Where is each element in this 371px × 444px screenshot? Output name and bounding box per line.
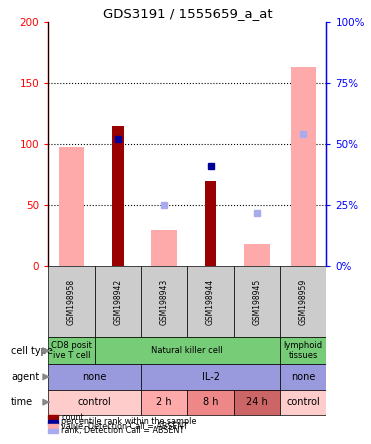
Bar [280, 389, 326, 415]
Bar [151, 230, 177, 266]
Text: 8 h: 8 h [203, 397, 218, 407]
Bar [234, 266, 280, 337]
Bar [48, 424, 58, 428]
Text: GSM198945: GSM198945 [252, 278, 262, 325]
Bar [48, 429, 58, 433]
Title: GDS3191 / 1555659_a_at: GDS3191 / 1555659_a_at [102, 7, 272, 20]
Bar [48, 420, 58, 424]
Text: GSM198959: GSM198959 [299, 278, 308, 325]
Text: value, Detection Call = ABSENT: value, Detection Call = ABSENT [61, 422, 188, 431]
Text: cell type: cell type [11, 346, 53, 356]
Text: percentile rank within the sample: percentile rank within the sample [61, 417, 197, 426]
Text: control: control [286, 397, 320, 407]
Bar [244, 244, 270, 266]
Text: GSM198958: GSM198958 [67, 278, 76, 325]
Text: IL-2: IL-2 [201, 372, 220, 382]
Text: none: none [82, 372, 107, 382]
Text: rank, Detection Call = ABSENT: rank, Detection Call = ABSENT [61, 426, 184, 436]
Bar [95, 266, 141, 337]
Bar [280, 364, 326, 389]
Text: none: none [291, 372, 315, 382]
Bar [290, 67, 316, 266]
Text: agent: agent [11, 372, 39, 382]
Bar [48, 364, 141, 389]
Bar [187, 389, 234, 415]
Bar [59, 147, 84, 266]
Text: GSM198942: GSM198942 [113, 278, 122, 325]
Bar [48, 415, 58, 419]
Bar [48, 266, 95, 337]
Text: count: count [61, 413, 84, 422]
Text: 24 h: 24 h [246, 397, 268, 407]
Text: GSM198944: GSM198944 [206, 278, 215, 325]
Bar [280, 337, 326, 364]
Bar [141, 389, 187, 415]
Bar [280, 266, 326, 337]
Bar [234, 389, 280, 415]
Text: CD8 posit
ive T cell: CD8 posit ive T cell [51, 341, 92, 361]
Bar [141, 266, 187, 337]
Text: control: control [78, 397, 111, 407]
Bar [187, 266, 234, 337]
Text: 2 h: 2 h [156, 397, 172, 407]
Bar [48, 389, 141, 415]
Text: lymphoid
tissues: lymphoid tissues [284, 341, 323, 361]
Bar [95, 337, 280, 364]
Text: Natural killer cell: Natural killer cell [151, 346, 223, 355]
Bar [141, 364, 280, 389]
Bar [205, 181, 216, 266]
Text: time: time [11, 397, 33, 407]
Bar [48, 337, 95, 364]
Text: GSM198943: GSM198943 [160, 278, 169, 325]
Bar [112, 126, 124, 266]
